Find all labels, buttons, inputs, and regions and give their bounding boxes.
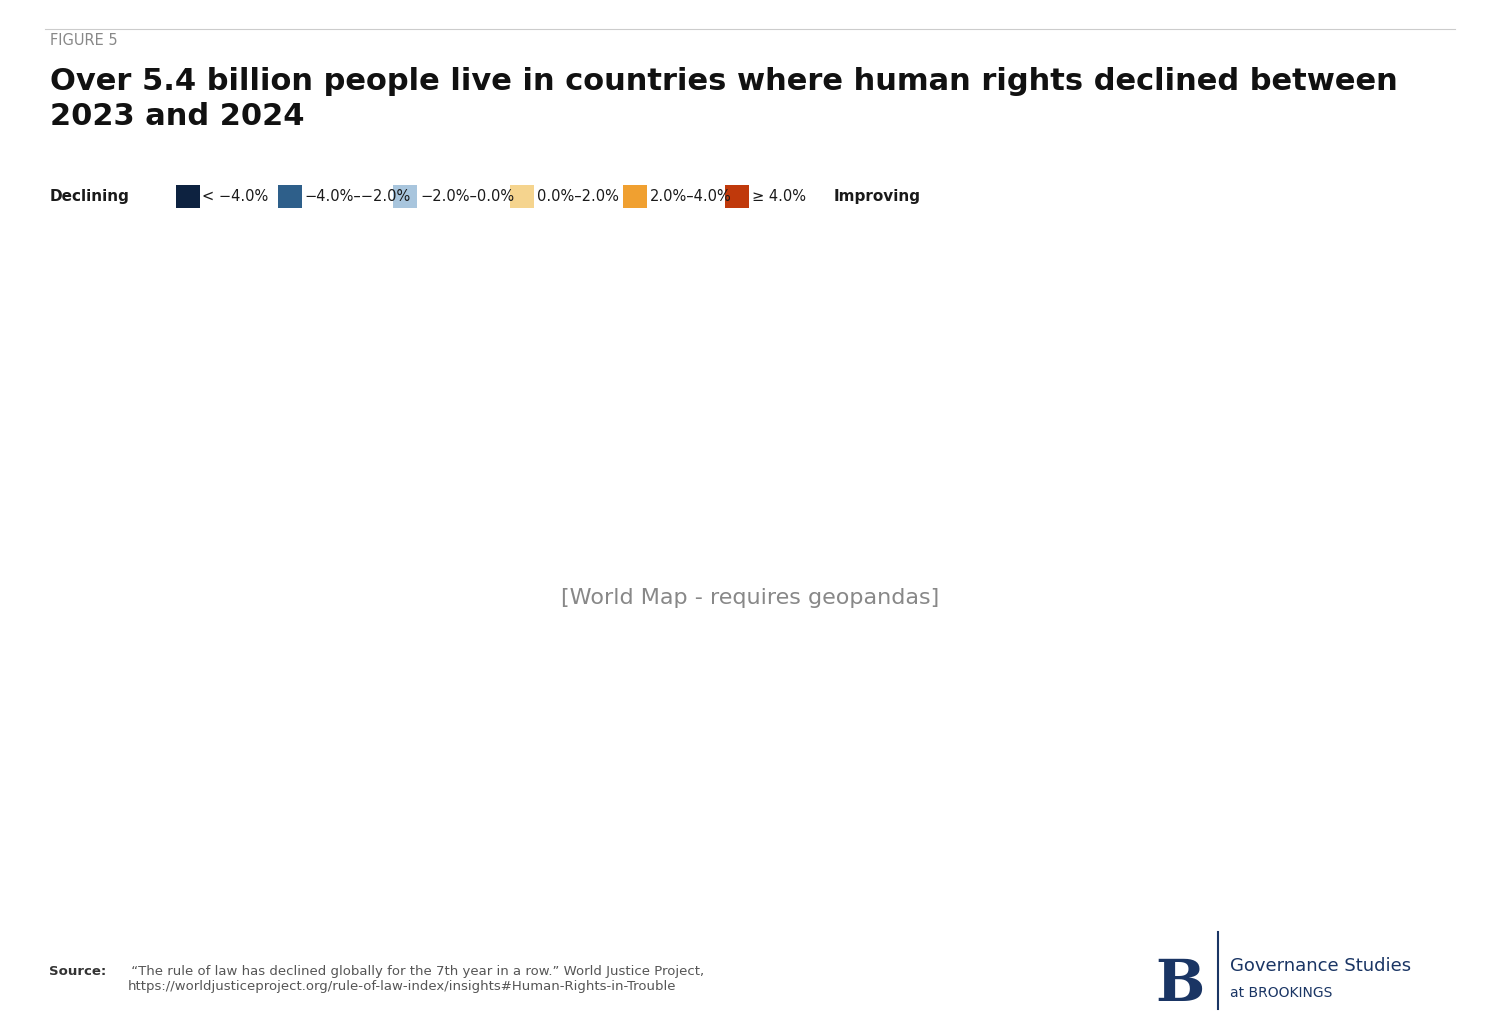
Text: Governance Studies: Governance Studies xyxy=(1230,957,1412,975)
Text: “The rule of law has declined globally for the 7th year in a row.” World Justice: “The rule of law has declined globally f… xyxy=(128,965,705,993)
Text: at BROOKINGS: at BROOKINGS xyxy=(1230,986,1332,1001)
Text: 0.0%–2.0%: 0.0%–2.0% xyxy=(537,189,620,204)
Text: Source:: Source: xyxy=(50,965,106,978)
Text: −2.0%–0.0%: −2.0%–0.0% xyxy=(420,189,514,204)
Text: B: B xyxy=(1155,957,1204,1013)
Text: ≥ 4.0%: ≥ 4.0% xyxy=(752,189,806,204)
Text: 2.0%–4.0%: 2.0%–4.0% xyxy=(650,189,732,204)
Text: Declining: Declining xyxy=(50,189,129,204)
Text: Over 5.4 billion people live in countries where human rights declined between
20: Over 5.4 billion people live in countrie… xyxy=(50,67,1398,131)
Text: < −4.0%: < −4.0% xyxy=(202,189,268,204)
Text: [World Map - requires geopandas]: [World Map - requires geopandas] xyxy=(561,588,939,608)
Text: Improving: Improving xyxy=(834,189,921,204)
Text: FIGURE 5: FIGURE 5 xyxy=(50,33,117,48)
Text: −4.0%–−2.0%: −4.0%–−2.0% xyxy=(304,189,411,204)
